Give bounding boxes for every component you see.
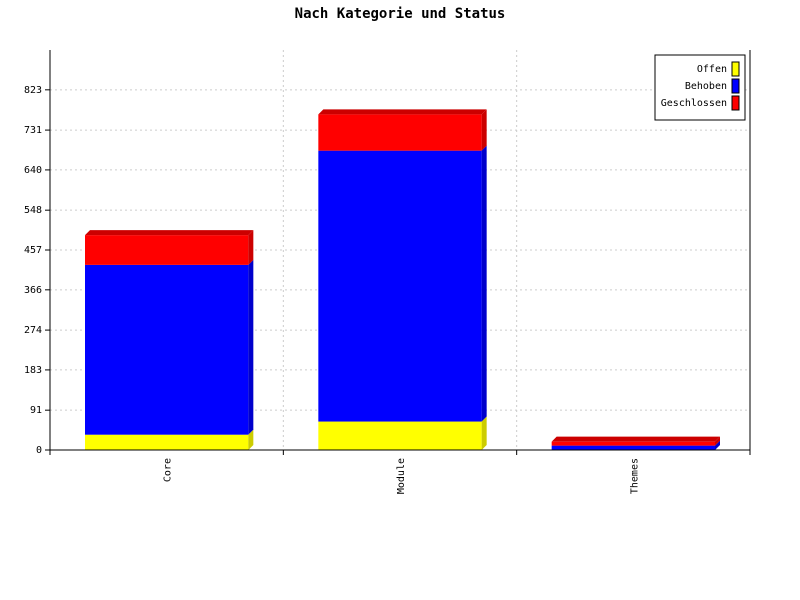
bar-side (481, 416, 487, 450)
y-tick-label: 366 (24, 285, 42, 296)
bar-themes-geschlossen (551, 441, 715, 446)
bar-module-behoben (318, 150, 482, 422)
axes: 0 91 183 274 366 457 548 640 731 823 Core Module The… (24, 50, 751, 494)
y-tick-label: 274 (24, 325, 42, 336)
y-tick-label: 91 (30, 405, 42, 416)
bar-core-offen (85, 434, 249, 450)
bars (85, 109, 720, 450)
legend-swatch (731, 95, 740, 111)
bar-side (248, 230, 254, 265)
legend-label: Offen (697, 64, 727, 75)
legend-box (654, 54, 746, 121)
bar-side (481, 109, 487, 151)
bar-themes-behoben (551, 445, 715, 450)
x-tick-label: Module (396, 458, 407, 494)
y-tick-label: 183 (24, 365, 42, 376)
bar-side (248, 429, 254, 450)
bar-top (85, 230, 254, 236)
bar-side (715, 440, 720, 450)
bar-module-geschlossen (318, 114, 482, 151)
y-tick-label: 457 (24, 245, 42, 256)
chart-title: Nach Kategorie und Status (295, 6, 506, 22)
y-tick-label: 731 (24, 125, 42, 136)
y-tick-label: 640 (24, 165, 42, 176)
legend: Offen Behoben Geschlossen (654, 54, 746, 121)
y-tick-label: 0 (36, 445, 42, 456)
legend-swatch (731, 78, 740, 94)
bar-top (318, 109, 487, 115)
x-tick-label: Core (163, 458, 174, 482)
y-tick-label: 823 (24, 85, 42, 96)
x-tick-label: Themes (629, 458, 640, 494)
legend-label: Geschlossen (661, 98, 727, 109)
bar-module-offen (318, 421, 482, 450)
bar-side (248, 259, 254, 435)
legend-label: Behoben (685, 81, 727, 92)
bar-top (551, 436, 720, 442)
bar-core-behoben (85, 264, 249, 435)
bar-side (481, 145, 487, 422)
bar-side (715, 436, 720, 446)
y-tick-label: 548 (24, 205, 42, 216)
bar-core-geschlossen (85, 235, 249, 265)
legend-swatch (731, 61, 740, 77)
